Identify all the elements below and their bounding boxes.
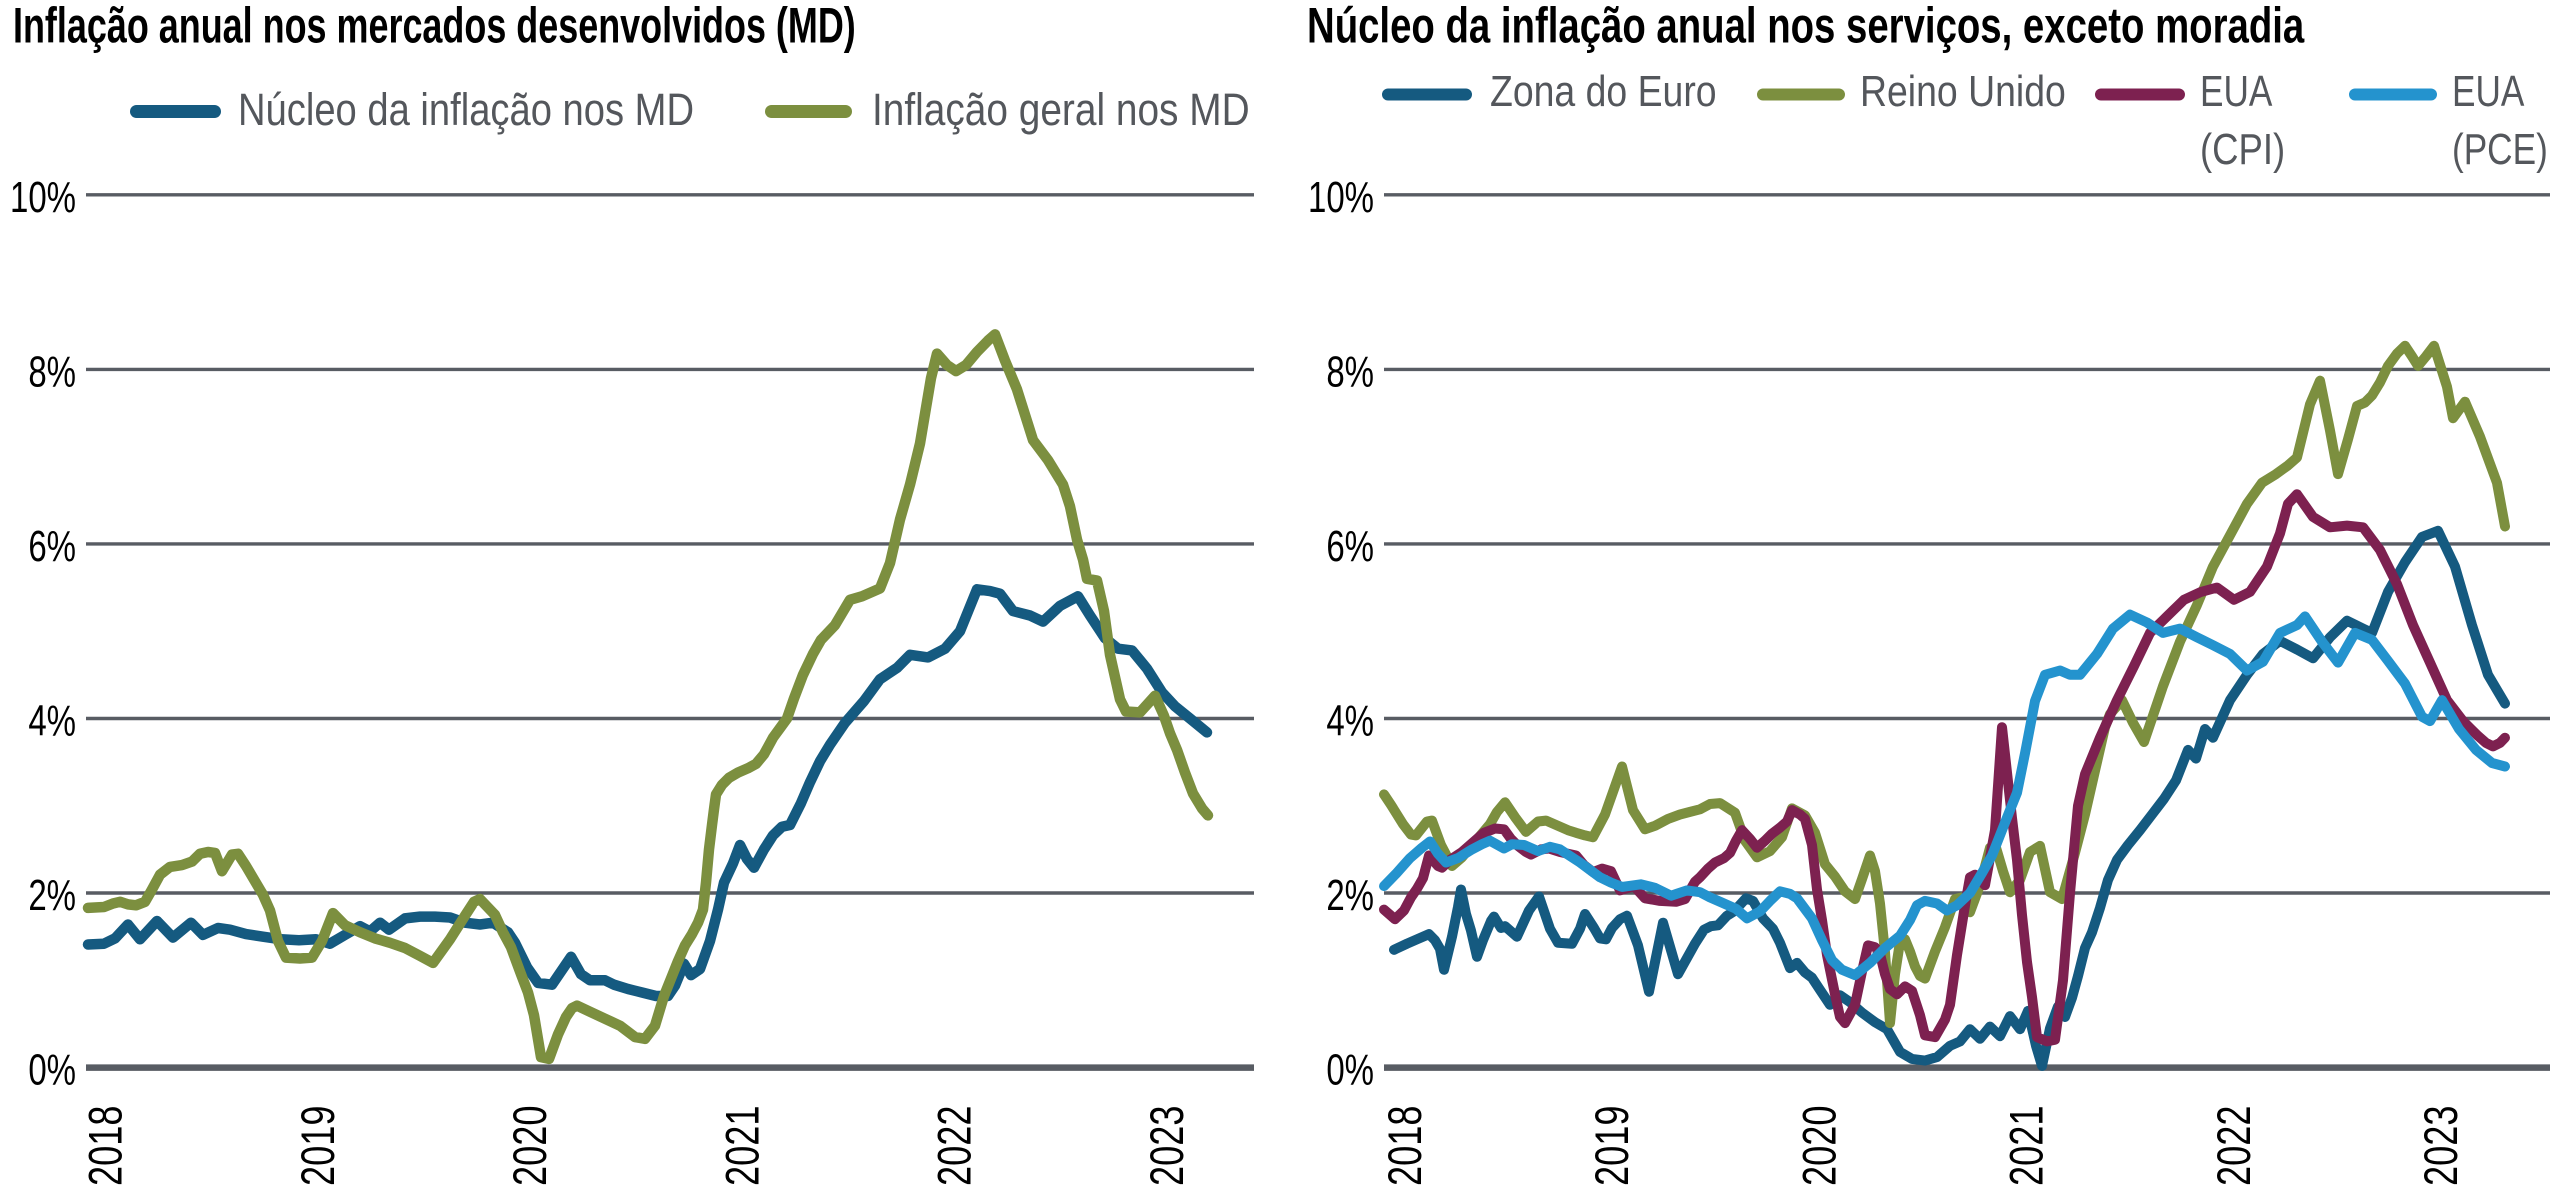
svg-text:2021: 2021	[2000, 1106, 2053, 1186]
svg-text:2018: 2018	[79, 1106, 132, 1186]
svg-text:8%: 8%	[1326, 348, 1374, 397]
svg-text:0%: 0%	[28, 1046, 76, 1095]
svg-text:4%: 4%	[28, 697, 76, 746]
svg-text:2020: 2020	[504, 1106, 557, 1186]
svg-text:2019: 2019	[1586, 1106, 1639, 1186]
svg-text:2%: 2%	[28, 872, 76, 921]
svg-text:Inflação geral nos MD: Inflação geral nos MD	[872, 84, 1250, 134]
svg-text:Núcleo da inflação nos MD: Núcleo da inflação nos MD	[238, 84, 694, 135]
svg-text:2022: 2022	[2207, 1106, 2260, 1186]
svg-text:6%: 6%	[1326, 522, 1374, 571]
svg-text:6%: 6%	[28, 522, 76, 571]
svg-text:Inflação anual nos mercados de: Inflação anual nos mercados desenvolvido…	[13, 0, 856, 54]
svg-text:(PCE): (PCE)	[2452, 125, 2548, 174]
svg-text:Reino Unido: Reino Unido	[1860, 66, 2066, 116]
svg-text:2023: 2023	[2414, 1106, 2467, 1186]
svg-text:2022: 2022	[928, 1106, 981, 1186]
svg-text:10%: 10%	[10, 173, 76, 222]
svg-text:Núcleo da inflação anual nos s: Núcleo da inflação anual nos serviços, e…	[1307, 0, 2305, 54]
svg-text:2019: 2019	[291, 1106, 344, 1186]
svg-text:2023: 2023	[1140, 1106, 1193, 1186]
svg-text:EUA: EUA	[2200, 67, 2273, 116]
svg-text:(CPI): (CPI)	[2200, 124, 2285, 174]
svg-text:8%: 8%	[28, 348, 76, 397]
svg-text:4%: 4%	[1326, 697, 1374, 746]
svg-text:2020: 2020	[1793, 1106, 1846, 1186]
svg-text:2018: 2018	[1378, 1106, 1431, 1186]
svg-text:2%: 2%	[1326, 872, 1374, 921]
svg-text:EUA: EUA	[2452, 67, 2525, 116]
svg-text:10%: 10%	[1308, 173, 1374, 222]
svg-text:Zona do Euro: Zona do Euro	[1490, 66, 1717, 116]
svg-text:0%: 0%	[1326, 1046, 1374, 1095]
svg-text:2021: 2021	[716, 1106, 769, 1186]
